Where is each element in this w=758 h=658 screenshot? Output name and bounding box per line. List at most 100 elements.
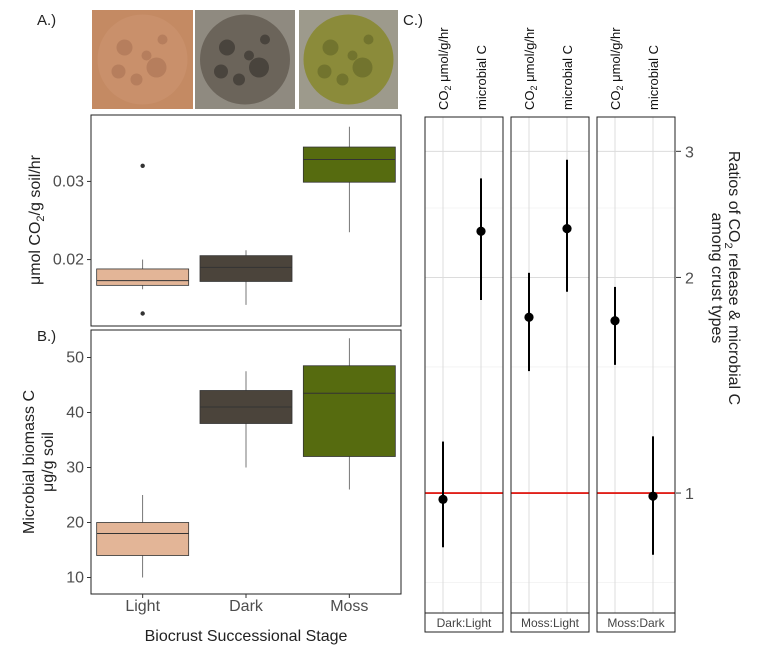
- column-label-microbial-c: microbial C: [560, 45, 575, 110]
- facet-strip: [510, 612, 590, 633]
- y-tick-label: 40: [66, 405, 84, 422]
- ratio-label-subscript: 2: [722, 242, 734, 248]
- co2-label-pre: CO: [522, 91, 537, 111]
- crust-texture-spot: [347, 50, 358, 61]
- ratio-point: [562, 224, 572, 234]
- ratio-label-post: release & microbial C: [725, 249, 742, 406]
- co2-label-pre: CO: [436, 91, 451, 111]
- crust-texture-spot: [336, 73, 349, 86]
- crust-texture-spot: [214, 64, 228, 79]
- co2-label-post: μmol/g/hr: [522, 27, 537, 86]
- y-tick-label: 2: [685, 270, 694, 287]
- crust-texture-spot: [233, 73, 245, 86]
- crust-disc: [97, 14, 188, 105]
- facet-strip-label: Moss:Dark: [607, 616, 665, 630]
- crust-texture-spot: [322, 39, 339, 56]
- panel-b-x-axis-label: Biocrust Successional Stage: [145, 628, 348, 645]
- ratio-point: [438, 494, 448, 504]
- column-label-microbial-c: microbial C: [474, 45, 489, 110]
- column-label-microbial-c: microbial C: [646, 45, 661, 110]
- ylabel-rest: /g soil/hr: [27, 154, 44, 215]
- crust-texture-spot: [249, 57, 269, 78]
- panel-a-y-axis-label: μmol CO2/g soil/hr: [27, 154, 47, 285]
- crust-texture-spot: [141, 50, 152, 61]
- y-tick-label: 0.02: [53, 252, 84, 269]
- crust-texture-spot: [219, 39, 235, 56]
- panel-labels: A.) B.) C.): [37, 12, 423, 345]
- box-dark: [199, 371, 293, 468]
- y-tick-label: 1: [685, 486, 694, 503]
- panel-label-a: A.): [37, 12, 56, 29]
- crust-texture-spot: [317, 64, 332, 79]
- y-tick-label: 10: [66, 570, 84, 587]
- facet-strip-label: Moss:Light: [521, 616, 580, 630]
- crust-texture-spot: [244, 50, 254, 61]
- x-tick-label: Light: [125, 598, 160, 615]
- crust-photos: [92, 10, 398, 109]
- box-light: [96, 163, 190, 316]
- box-iqr: [302, 365, 396, 457]
- ylabel-unit: μmol CO: [27, 222, 44, 285]
- ratio-point: [610, 316, 620, 326]
- panel-b-biomass-boxplot: 10 20 30 40 50 Light Dark Moss Biocrust Successi…: [21, 329, 402, 645]
- y-tick-label: 3: [685, 144, 694, 161]
- y-tick-label: 50: [66, 350, 84, 367]
- crust-texture-spot: [363, 34, 374, 45]
- facet-dark-light: Dark:Light CO2 μmol/g/hr microbial C: [424, 27, 504, 633]
- co2-label-subscript: 2: [615, 85, 625, 90]
- co2-label-post: μmol/g/hr: [608, 27, 623, 86]
- y-tick-label: 0.03: [53, 173, 84, 190]
- crust-texture-spot: [130, 73, 143, 86]
- crust-disc: [200, 14, 290, 105]
- crust-texture-spot: [146, 57, 167, 78]
- box-iqr: [96, 522, 190, 556]
- facet-strip: [424, 612, 504, 633]
- box-iqr: [96, 268, 190, 286]
- panel-b-y-axis-label-line2: μg/g soil: [40, 432, 57, 492]
- column-label-co2: CO2 μmol/g/hr: [436, 27, 453, 110]
- facet-moss-light: Moss:Light CO2 μmol/g/hr microbial C: [510, 27, 590, 633]
- panel-label-b: B.): [37, 328, 56, 345]
- box-dark: [199, 250, 293, 305]
- ratio-label-pre: Ratios of CO: [725, 151, 742, 243]
- facet-moss-dark: Moss:Dark CO2 μmol/g/hr microbial C: [596, 27, 676, 633]
- light-crust-photo: [92, 10, 193, 109]
- ratio-point: [524, 312, 534, 322]
- crust-texture-spot: [111, 64, 126, 79]
- ratio-point: [648, 491, 658, 501]
- panel-b-y-axis-label-line1: Microbial biomass C: [21, 390, 38, 534]
- box-moss: [302, 126, 396, 233]
- panel-a-co2-boxplot: 0.02 0.03 μmol CO2/g soil/hr: [27, 114, 402, 327]
- co2-label-subscript: 2: [443, 85, 453, 90]
- column-label-co2: CO2 μmol/g/hr: [522, 27, 539, 110]
- ratio-point: [476, 226, 486, 236]
- moss-crust-photo: [299, 10, 398, 109]
- facet-background: [425, 117, 503, 613]
- box-iqr: [302, 146, 396, 183]
- panel-c-y-axis-label-line1: Ratios of CO2 release & microbial C: [722, 151, 742, 405]
- x-tick-label: Dark: [229, 598, 264, 615]
- facet-strip: [596, 612, 676, 633]
- outlier-point: [140, 311, 145, 316]
- box-moss: [302, 338, 396, 490]
- ylabel-subscript: 2: [35, 215, 47, 221]
- crust-texture-spot: [116, 39, 133, 56]
- crust-texture-spot: [260, 34, 270, 45]
- facet-strip-label: Dark:Light: [437, 616, 492, 630]
- outlier-point: [140, 163, 145, 168]
- box-light: [96, 495, 190, 578]
- facet-background: [511, 117, 589, 613]
- panel-c-y-axis-label-line2: among crust types: [708, 213, 725, 344]
- co2-label-post: μmol/g/hr: [436, 27, 451, 86]
- crust-texture-spot: [352, 57, 373, 78]
- crust-texture-spot: [157, 34, 168, 45]
- box-iqr: [199, 255, 293, 282]
- column-label-co2: CO2 μmol/g/hr: [608, 27, 625, 110]
- y-tick-label: 20: [66, 515, 84, 532]
- crust-disc: [303, 14, 394, 105]
- dark-crust-photo: [195, 10, 295, 109]
- co2-label-subscript: 2: [529, 85, 539, 90]
- facet-background: [597, 117, 675, 613]
